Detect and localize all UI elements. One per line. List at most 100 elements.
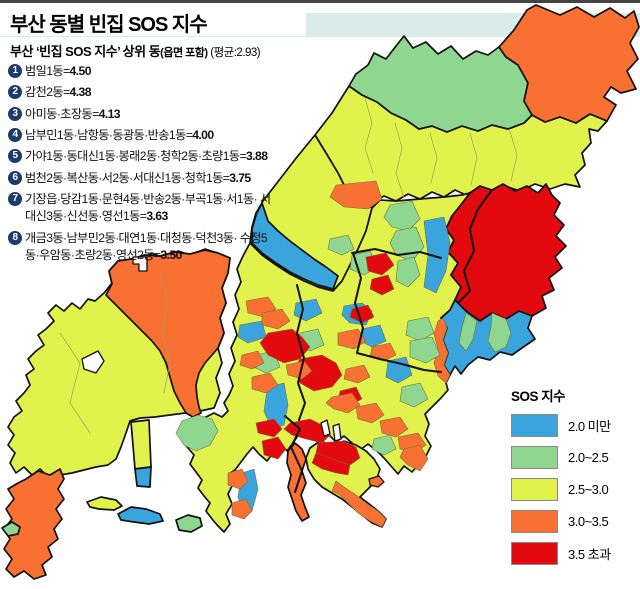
map-region-gu-line-e xyxy=(284,415,303,493)
title-background xyxy=(0,3,306,36)
subtitle-note: (읍면 포함) xyxy=(160,47,208,59)
map-region-harbor-pier-2 xyxy=(332,423,342,442)
ranking-list: 1 범일1동=4.50 2 감천2동=4.38 3 아미동·초장동=4.13 4 남부민… xyxy=(8,63,276,268)
map-region-suyeong-orange xyxy=(433,317,451,384)
map-region-gangseo-notch xyxy=(132,256,148,272)
rank-label: 범일1동= xyxy=(25,64,70,78)
rank-value: 3.50 xyxy=(160,247,182,262)
rank-badge-7: 7 xyxy=(8,191,22,206)
map-region-o-cell-13 xyxy=(227,468,249,490)
rank-badge-3: 3 xyxy=(8,106,22,121)
map-region-o-cell-5 xyxy=(261,308,291,330)
map-region-dong-line-2 xyxy=(394,122,405,199)
ranking-item-6: 6 범천2동·복산동·서2동·서대신1동·청학1동=3.75 xyxy=(8,170,276,187)
map-region-yeongdo-orange-tail xyxy=(331,480,387,528)
map-region-gu-line-d xyxy=(356,352,442,373)
map-region-udong-green-a xyxy=(487,312,512,353)
map-region-g-cell-11 xyxy=(327,234,355,256)
subtitle-average: (평균:2.93) xyxy=(207,47,261,59)
rank-badge-8: 8 xyxy=(8,230,22,245)
map-region-dong-line-6 xyxy=(159,272,171,394)
map-region-dong-line-7 xyxy=(59,332,91,434)
legend-swatch-blue xyxy=(511,414,558,437)
map-legend: SOS 지수 2.0 미만 2.0~2.5 2.5~3.0 3.0~3.5 3.… xyxy=(511,385,611,574)
map-region-r-cell-7 xyxy=(255,418,283,438)
rank-value: 4.38 xyxy=(69,85,92,100)
map-region-r-cell-9 xyxy=(349,304,375,324)
map-region-g-cell-12 xyxy=(371,434,397,456)
legend-label: 2.0 미만 xyxy=(568,419,611,434)
rank-badge-5: 5 xyxy=(8,149,22,164)
map-region-gangseo-north xyxy=(105,249,231,418)
page-title: 부산 동별 빈집 SOS 지수 xyxy=(10,14,208,36)
map-region-myeongji-sliver xyxy=(86,496,123,511)
map-region-r-cell-1 xyxy=(365,252,395,276)
map-region-small-isle xyxy=(368,475,385,488)
map-region-b-cell-2 xyxy=(237,320,267,344)
map-region-delta-strip-yellow xyxy=(130,419,152,470)
legend-label: 2.5~3.0 xyxy=(568,482,609,497)
ranking-item-3: 3 아미동·초장동=4.13 xyxy=(8,106,276,123)
legend-item: 2.5~3.0 xyxy=(511,478,611,501)
rank-value: 3.88 xyxy=(246,149,268,164)
map-region-gu-line-c xyxy=(351,248,442,259)
subtitle-main: 부산 ‘빈집 SOS 지수’ 상위 동 xyxy=(10,44,161,59)
ranking-item-2: 2 감천2동=4.38 xyxy=(8,84,276,101)
map-region-o-cell-7 xyxy=(325,392,361,414)
rank-label: 기장읍·당감1동·문현4동·반송2동·부곡1동·서1동· 서대신3동·신선동·영… xyxy=(25,191,271,224)
ranking-item-8: 8 개금3동·남부민2동·대연1동·대청동·덕천3동· 수정5동·우암동·초량2동… xyxy=(8,230,276,265)
map-region-o-cell-11 xyxy=(399,444,429,472)
map-region-gu-line-a xyxy=(296,284,306,421)
legend-label: 3.0~3.5 xyxy=(568,514,609,529)
rank-label: 개금3동·남부민2동·대연1동·대청동·덕천3동· 수정5동·우암동·초량2동·… xyxy=(25,230,268,262)
rank-label: 감천2동= xyxy=(25,85,70,100)
legend-title: SOS 지수 xyxy=(511,389,566,404)
ranking-item-5: 5 가야1동·동대신1동·봉래2동·청학2동·초량1동=3.88 xyxy=(8,148,276,165)
rank-value: 3.63 xyxy=(146,209,168,224)
map-region-harbor-pier-1 xyxy=(320,419,331,437)
rank-label: 아미동·초장동= xyxy=(25,106,99,121)
legend-swatch-green xyxy=(511,446,558,469)
legend-item: 3.5 초과 xyxy=(511,542,611,565)
map-region-g-cell-3 xyxy=(395,256,421,288)
map-region-g-cell-6 xyxy=(405,316,435,342)
map-region-o-cell-9 xyxy=(379,416,409,438)
rank-label: 범천2동·복산동·서2동·서대신1동·청학1동= xyxy=(25,170,230,185)
map-region-o-cell-4 xyxy=(285,360,313,380)
map-region-udong-green-b xyxy=(458,312,478,352)
map-region-b-cell-6 xyxy=(423,216,451,294)
map-region-o-cell-14 xyxy=(231,498,253,520)
rank-label: 남부민1동·남항동·동광동·반송1동= xyxy=(25,127,193,142)
rank-badge-6: 6 xyxy=(8,170,22,185)
map-region-haeundae-divider xyxy=(458,189,493,303)
rank-value: 4.13 xyxy=(98,106,121,121)
subtitle: 부산 ‘빈집 SOS 지수’ 상위 동(읍면 포함) (평균:2.93) xyxy=(10,41,261,61)
rank-value: 3.75 xyxy=(229,170,251,185)
map-region-g-cell-8 xyxy=(399,382,429,408)
legend-item: 3.0~3.5 xyxy=(511,510,611,533)
map-region-haeundae-red xyxy=(445,183,567,322)
map-region-dong-line-4 xyxy=(469,132,478,186)
legend-swatch-orange xyxy=(511,510,558,533)
map-region-dong-line-3 xyxy=(429,132,438,184)
legend-item: 2.0 미만 xyxy=(511,414,611,437)
map-region-o-cell-12 xyxy=(239,350,265,370)
map-region-o-cell-1 xyxy=(329,180,383,210)
map-region-o-cell-15 xyxy=(343,364,371,384)
map-region-g-cell-9 xyxy=(175,414,219,452)
map-region-dong-line-5 xyxy=(509,130,518,182)
map-region-o-cell-3 xyxy=(251,372,279,394)
map-region-dong-line-1 xyxy=(364,97,374,174)
map-region-gijang-north xyxy=(498,4,640,124)
legend-swatch-yellow xyxy=(511,478,558,501)
map-region-o-cell-8 xyxy=(355,402,385,424)
busan-choropleth-map xyxy=(1,4,640,580)
map-region-green-sliver-sw xyxy=(1,521,21,537)
map-region-g-cell-7 xyxy=(409,336,441,364)
map-region-eulsukdo xyxy=(117,506,164,525)
map-region-r-cell-8 xyxy=(261,436,287,460)
rank-label: 가야1동·동대신1동·봉래2동·청학2동·초량1동= xyxy=(25,149,247,164)
rank-value: 4.50 xyxy=(69,64,92,78)
map-region-yeongdo-red2 xyxy=(311,452,351,476)
